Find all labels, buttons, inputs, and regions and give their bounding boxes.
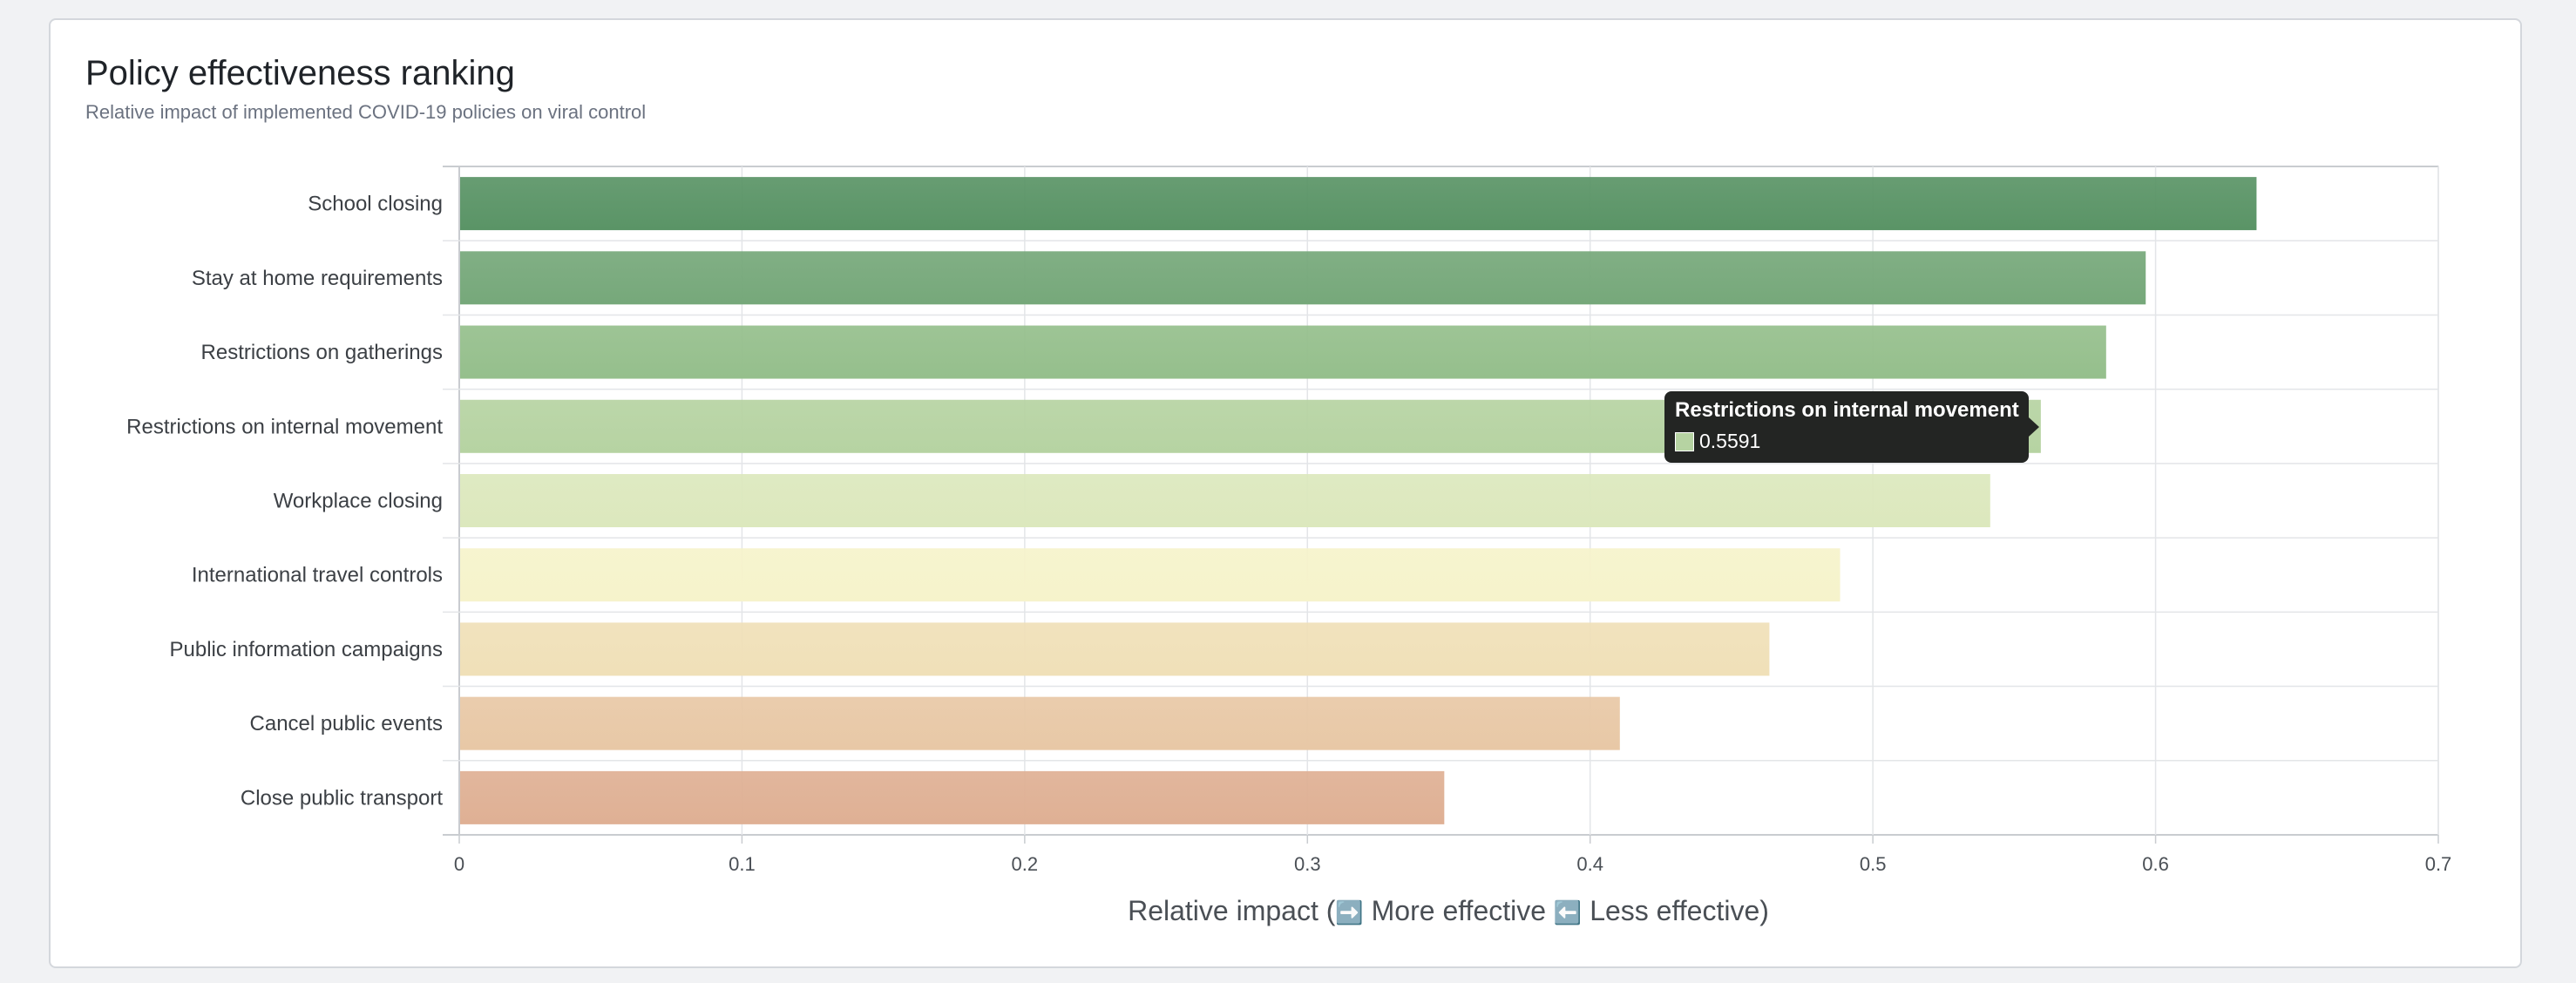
chart-title: Policy effectiveness ranking bbox=[85, 54, 515, 92]
x-tick-label: 0.2 bbox=[1012, 853, 1039, 875]
x-tick-label: 0.1 bbox=[729, 853, 756, 875]
bar-5[interactable] bbox=[460, 474, 1990, 527]
category-label: Restrictions on internal movement bbox=[126, 415, 443, 438]
category-label: Close public transport bbox=[241, 786, 443, 810]
category-label: Public information campaigns bbox=[170, 638, 444, 661]
x-tick-label: 0 bbox=[454, 853, 464, 875]
x-axis-title-more: More effective bbox=[1364, 895, 1554, 926]
x-tick-label: 0.3 bbox=[1294, 853, 1321, 875]
bar-1[interactable] bbox=[460, 177, 2257, 231]
category-label: Restrictions on gatherings bbox=[201, 341, 443, 364]
x-axis-title: Relative impact (➡️ More effective ⬅️ Le… bbox=[1128, 895, 1769, 926]
tooltip-swatch bbox=[1675, 431, 1694, 451]
category-label: International travel controls bbox=[192, 564, 443, 587]
x-tick-labels: 0 0.1 0.2 0.3 0.4 0.5 0.6 0.7 bbox=[454, 853, 2451, 875]
bar-6[interactable] bbox=[460, 548, 1840, 602]
bar-tooltip: Restrictions on internal movement 0.5591 bbox=[1664, 391, 2039, 463]
x-tick-label: 0.6 bbox=[2142, 853, 2169, 875]
tooltip-title: Restrictions on internal movement bbox=[1675, 398, 2019, 422]
x-tick-label: 0.5 bbox=[1860, 853, 1887, 875]
tooltip-row: 0.5591 bbox=[1675, 430, 2018, 453]
x-tick-label: 0.4 bbox=[1576, 853, 1603, 875]
chart-subtitle: Relative impact of implemented COVID-19 … bbox=[85, 101, 647, 123]
x-tick-label: 0.7 bbox=[2425, 853, 2452, 875]
category-label: School closing bbox=[308, 193, 443, 216]
arrow-left-icon: ⬅️ bbox=[1554, 899, 1582, 925]
bar-9[interactable] bbox=[460, 770, 1445, 824]
grid-lines bbox=[443, 166, 2439, 844]
bar-7[interactable] bbox=[460, 622, 1770, 676]
arrow-right-icon: ➡️ bbox=[1335, 899, 1363, 925]
x-axis-title-less: Less effective) bbox=[1582, 895, 1769, 926]
bar-2[interactable] bbox=[460, 251, 2146, 305]
category-label: Stay at home requirements bbox=[192, 267, 443, 290]
category-labels: School closing Stay at home requirements R… bbox=[126, 193, 443, 810]
category-label: Workplace closing bbox=[274, 490, 443, 513]
tooltip-value: 0.5591 bbox=[1699, 430, 1761, 452]
bars bbox=[460, 177, 2257, 824]
bar-8[interactable] bbox=[460, 696, 1620, 750]
bar-3[interactable] bbox=[460, 325, 2106, 379]
x-axis-title-start: Relative impact ( bbox=[1128, 895, 1336, 926]
category-label: Cancel public events bbox=[250, 712, 443, 736]
